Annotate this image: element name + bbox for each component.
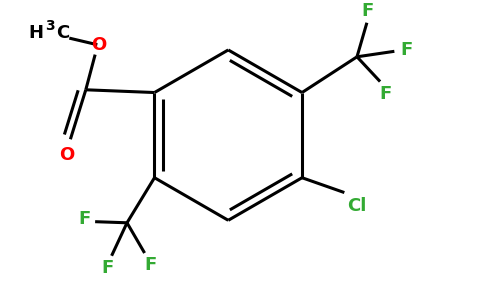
Text: Cl: Cl: [347, 197, 366, 215]
Text: C: C: [56, 24, 69, 42]
Text: F: F: [362, 2, 374, 20]
Text: F: F: [379, 85, 392, 103]
Text: O: O: [60, 146, 75, 164]
Text: F: F: [78, 211, 91, 229]
Text: 3: 3: [45, 19, 55, 33]
Text: O: O: [91, 36, 106, 54]
Text: F: F: [144, 256, 156, 274]
Text: F: F: [101, 259, 113, 277]
Text: H: H: [29, 24, 44, 42]
Text: F: F: [400, 41, 412, 59]
